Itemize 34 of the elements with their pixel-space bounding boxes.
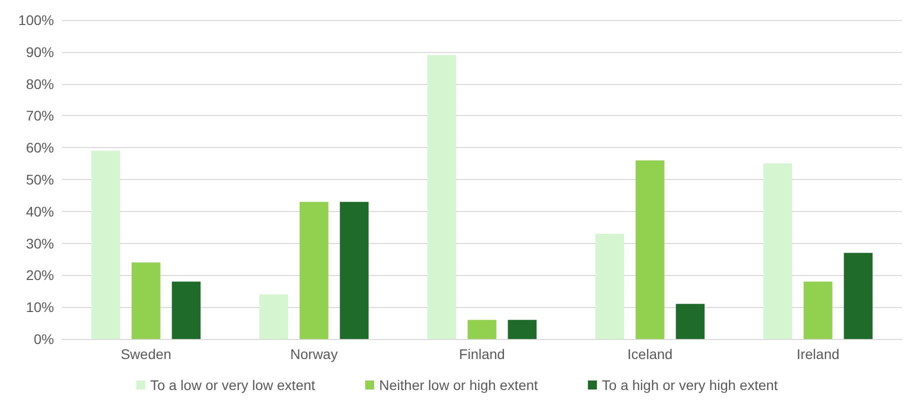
- bar: [300, 202, 328, 339]
- y-tick-label: 20%: [26, 267, 54, 284]
- bar: [508, 320, 537, 339]
- bar: [340, 202, 369, 339]
- x-tick-label: Sweden: [120, 346, 172, 362]
- bar: [636, 160, 664, 339]
- y-tick-label: 70%: [26, 108, 54, 124]
- y-tick-label: 90%: [26, 44, 54, 60]
- y-tick-label: 80%: [26, 76, 54, 92]
- x-tick-label: Ireland: [796, 346, 840, 362]
- y-tick-label: 60%: [26, 140, 54, 156]
- bar: [427, 55, 456, 339]
- y-tick-label: 0%: [34, 331, 54, 347]
- bar: [763, 164, 792, 339]
- bar: [172, 282, 201, 339]
- bar: [91, 150, 120, 339]
- bar: [676, 304, 705, 339]
- legend-label: To a low or very low extent: [150, 377, 316, 393]
- x-tick-label: Finland: [459, 346, 505, 362]
- y-tick-label: 50%: [26, 172, 54, 188]
- y-tick-label: 100%: [18, 12, 54, 28]
- bar: [844, 252, 873, 339]
- y-tick-label: 40%: [26, 203, 54, 220]
- bar: [595, 234, 624, 339]
- bar: [132, 262, 160, 339]
- bar: [468, 320, 496, 339]
- legend-label: Neither low or high extent: [379, 377, 538, 393]
- x-tick-label: Norway: [290, 346, 338, 362]
- y-tick-label: 30%: [26, 235, 54, 252]
- legend-label: To a high or very high extent: [602, 377, 778, 393]
- x-tick-label: Iceland: [627, 346, 673, 362]
- bar: [259, 294, 288, 339]
- bar: [804, 282, 832, 339]
- y-tick-label: 10%: [26, 299, 54, 316]
